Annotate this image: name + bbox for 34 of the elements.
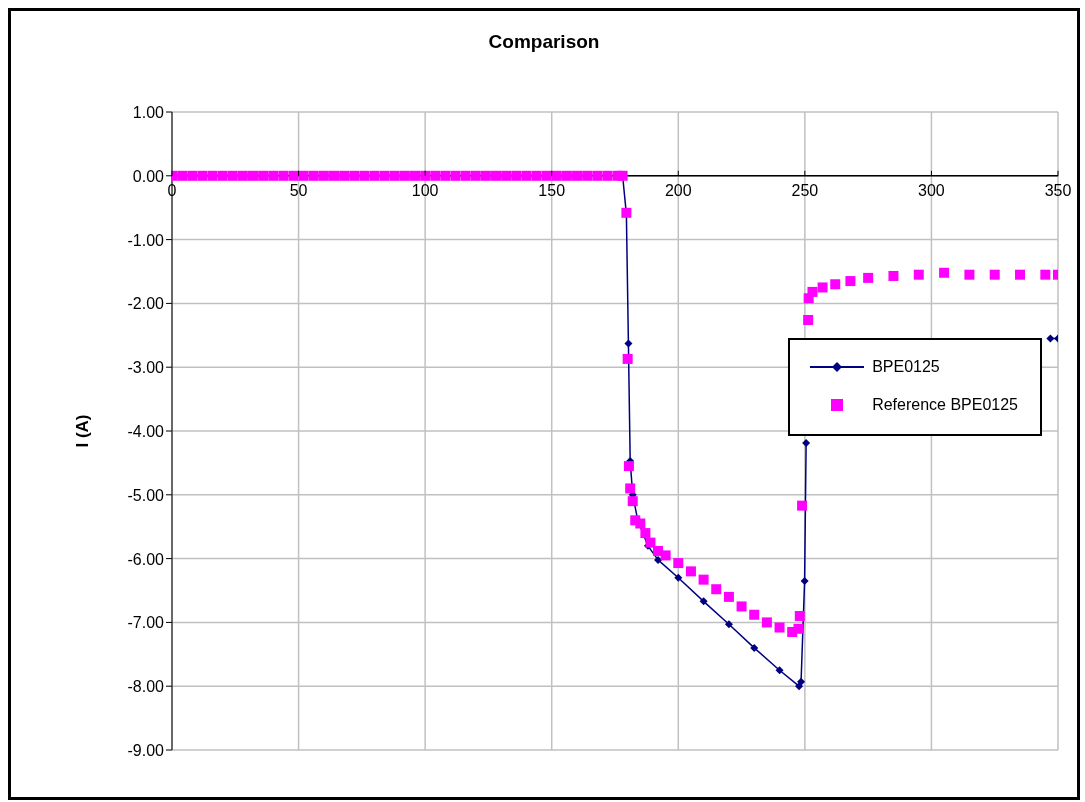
point [699,597,708,606]
y-tick-label: 1.00 [132,104,165,121]
x-tick-label: 300 [918,181,945,199]
chart-title: Comparison [487,31,601,53]
x-tick-label: 150 [538,181,566,199]
x-tick-label: 50 [289,181,308,199]
y-tick-label: -3.00 [127,359,165,377]
x-tick-label: 250 [791,181,819,199]
point [1046,334,1055,343]
x-tick-label: 350 [1044,181,1072,199]
y-tick-label: -4.00 [127,423,165,440]
point [795,682,804,691]
y-tick-label: -7.00 [127,614,165,632]
y-tick-label: -1.00 [127,231,165,249]
point [674,573,683,582]
x-tick-label: 100 [411,181,439,199]
x-tick-label: 200 [664,181,692,199]
point [724,620,733,629]
point [775,666,784,675]
legend-label: BPE0125 [872,358,940,376]
point [654,555,663,564]
y-tick-label: -8.00 [127,678,165,696]
y-tick-label: -6.00 [127,550,165,568]
point [797,677,806,686]
point [800,576,809,585]
y-tick-label: -9.00 [127,742,165,759]
point [624,339,633,348]
y-tick-label: -5.00 [127,486,165,504]
point [802,439,811,448]
y-tick-label: 0.00 [132,167,165,185]
y-axis-title: I (A) [73,414,93,448]
y-tick-label: -2.00 [127,295,165,313]
legend-label: Reference BPE0125 [872,396,1018,414]
point [750,643,759,652]
